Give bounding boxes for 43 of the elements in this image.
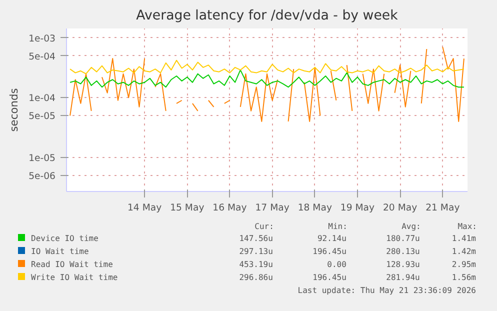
text: 0.00 [326, 259, 348, 271]
text: Avg: [400, 221, 421, 232]
x-tick-label: 16 May [212, 202, 248, 214]
legend-label: Device IO time [30, 233, 100, 245]
text: 1.41m [450, 233, 477, 245]
text: Max: [456, 221, 477, 232]
line-series [70, 60, 464, 74]
text: 296.86u [238, 272, 274, 284]
text: 92.14u [316, 233, 348, 245]
y-axis-title: seconds [8, 88, 21, 132]
y-tick-label: 5e-06 [28, 170, 56, 182]
x-tick-label: 14 May [128, 202, 162, 214]
text: 128.93u [385, 259, 421, 271]
text: 196.45u [312, 272, 348, 284]
text: 297.13u [238, 246, 274, 258]
text: 281.94u [385, 272, 421, 284]
x-tick-label: 20 May [383, 202, 418, 214]
text: 1.56m [450, 272, 477, 284]
y-tick-label: 5e-05 [28, 111, 56, 122]
y-tick-label: 5e-04 [28, 51, 56, 62]
x-tick-label: 21 May [426, 202, 460, 214]
x-tick-label: 19 May [340, 202, 376, 214]
legend-label: IO Wait time [30, 246, 90, 258]
text: 453.19u [238, 259, 274, 271]
text: 147.56u [238, 233, 274, 245]
legend-label: Read IO Wait time [30, 259, 114, 271]
x-tick-label: 15 May [170, 202, 205, 214]
text: Min: [327, 221, 348, 232]
text: Cur: [254, 221, 274, 232]
y-tick-label: 1e-05 [28, 152, 56, 164]
text: 196.45u [312, 246, 348, 258]
y-tick-label: 1e-04 [28, 93, 56, 104]
y-tick-label: 1e-03 [28, 33, 56, 44]
x-tick-label: 17 May [255, 202, 290, 214]
chart-title: Average latency for /dev/vda - by week [136, 8, 398, 24]
x-tick-label: 18 May [298, 202, 332, 214]
text: 180.77u [385, 233, 421, 245]
text: 280.13u [385, 246, 421, 258]
legend-label: Write IO Wait time [30, 272, 119, 284]
text: 2.95m [450, 259, 477, 271]
line-series [70, 69, 464, 88]
text: Last update: Thu May 21 23:36:09 2026 [296, 285, 477, 297]
text: 1.42m [450, 246, 477, 258]
